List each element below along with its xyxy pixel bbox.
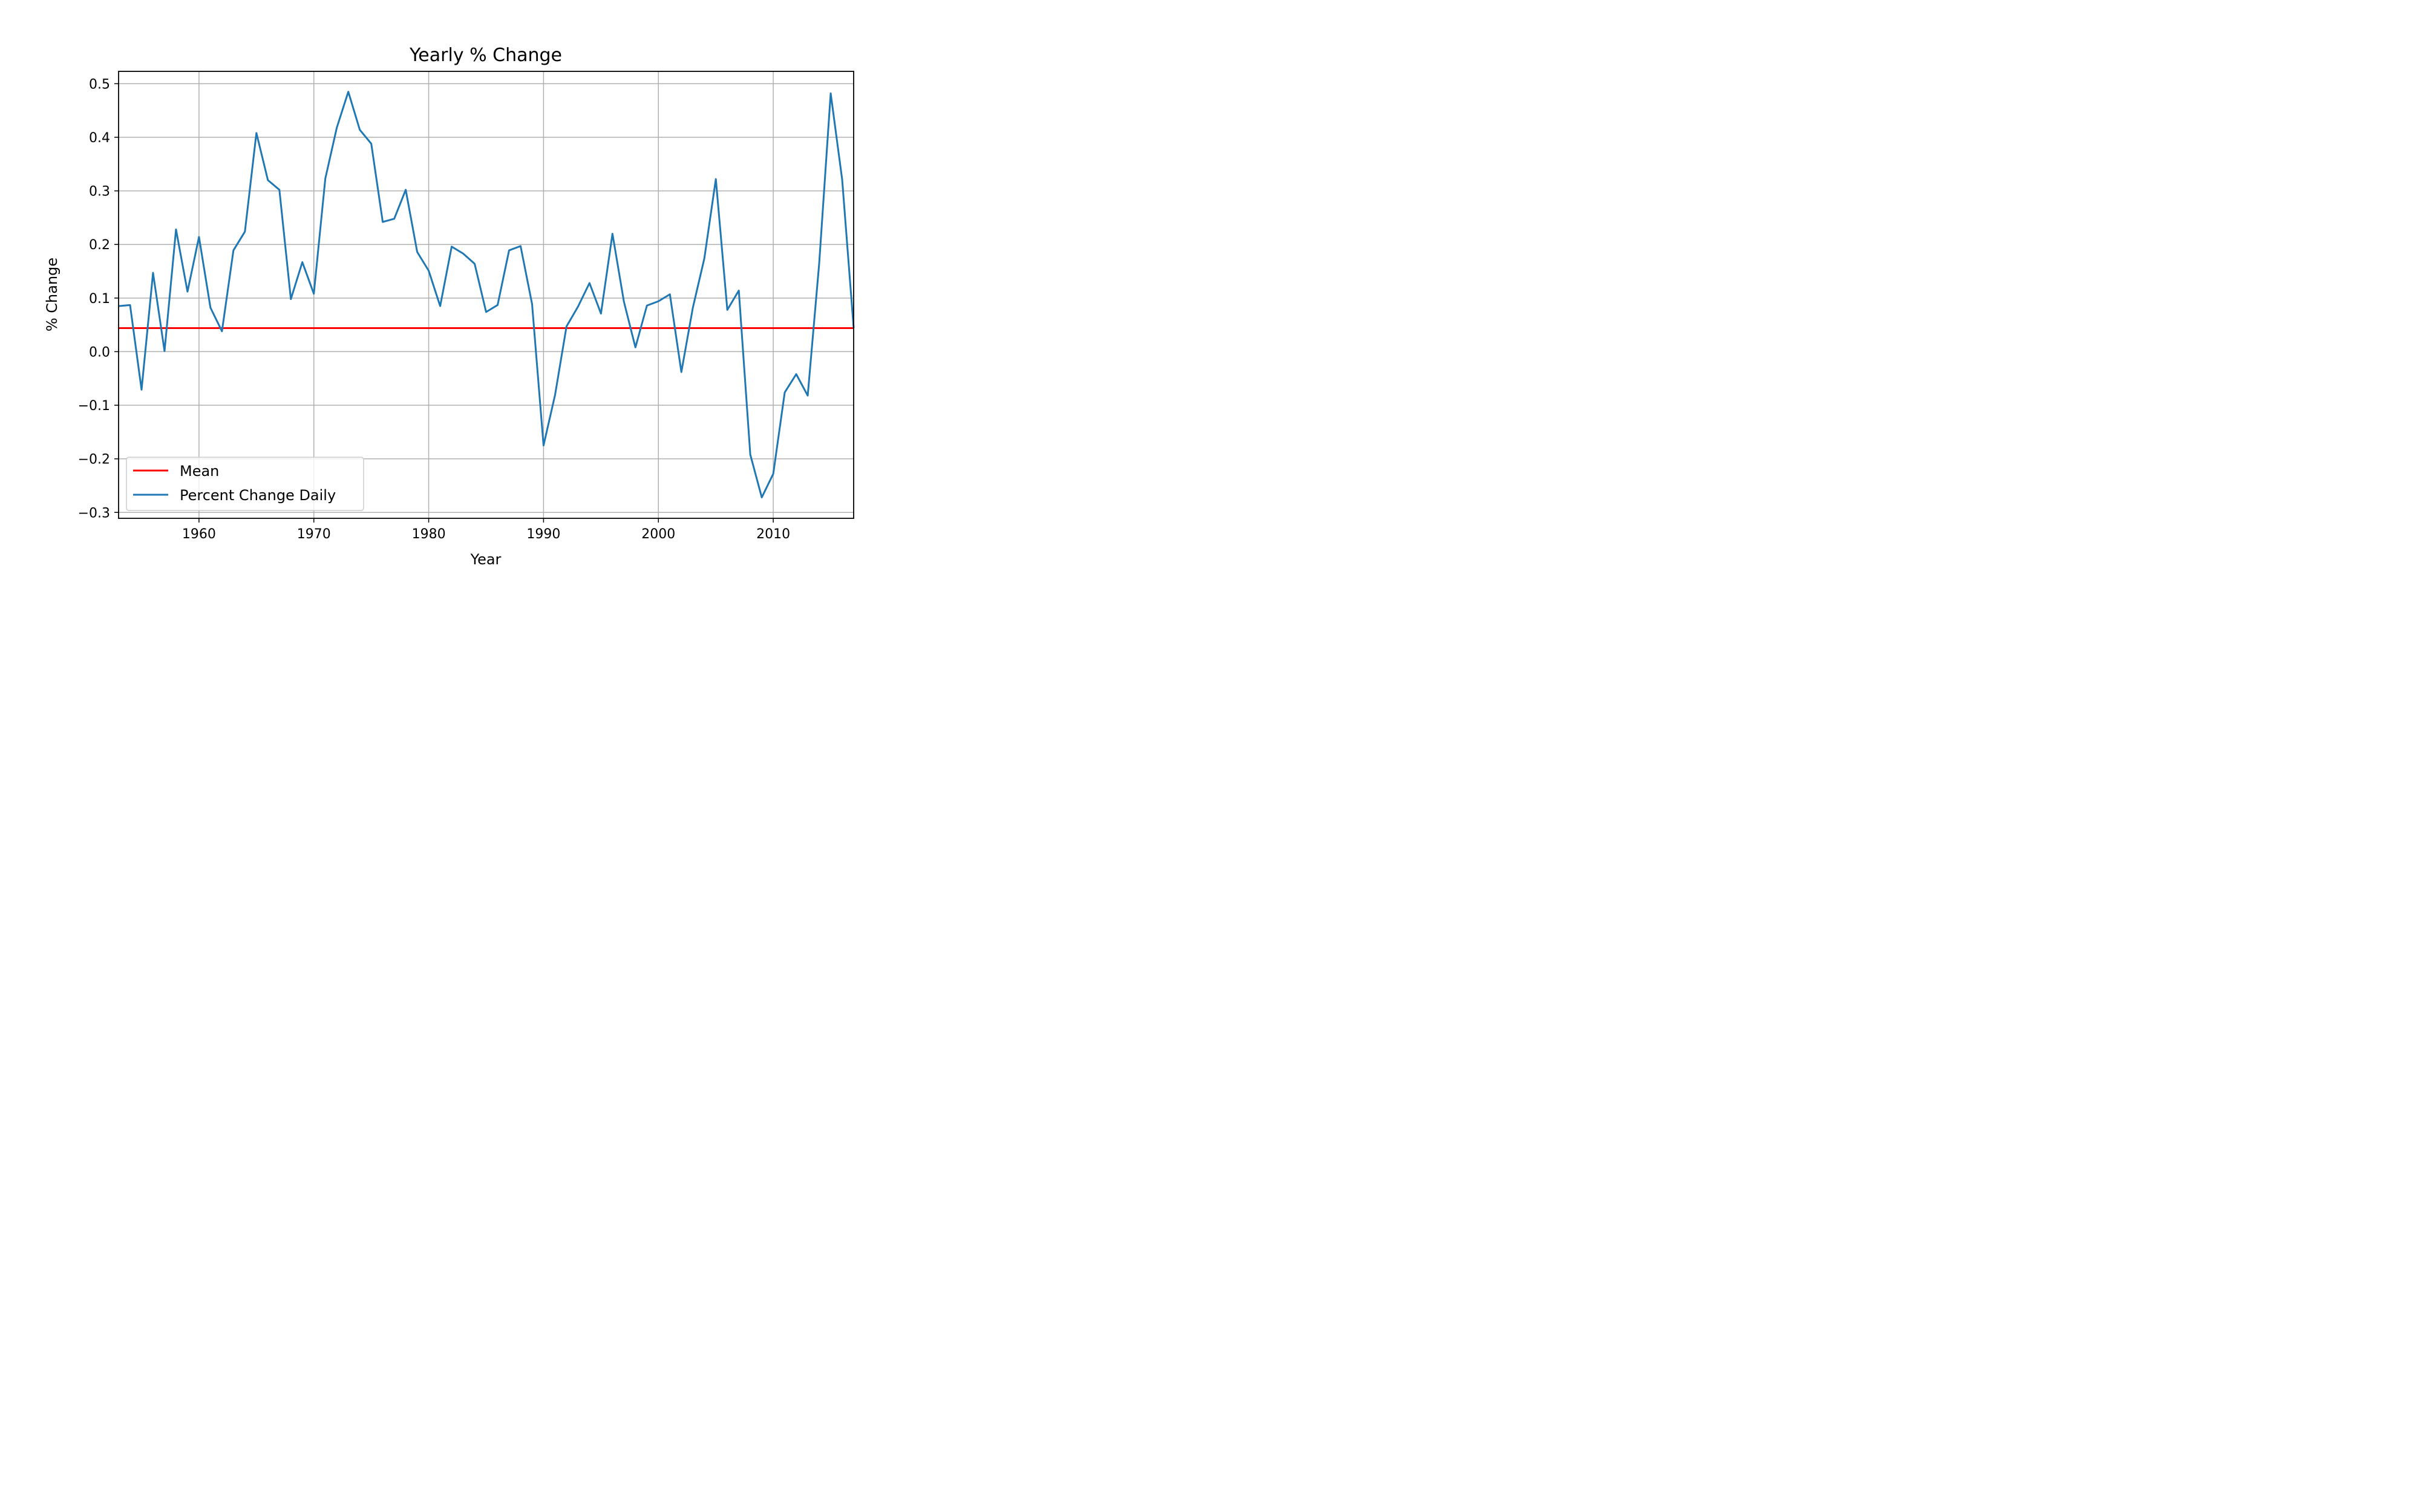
percent-change-daily-line — [118, 91, 855, 498]
line-chart: Yearly % Change 1960 1970 1980 1990 2000 2010… — [0, 0, 935, 584]
y-tick-label: −0.1 — [78, 399, 110, 414]
x-axis: 1960 1970 1980 1990 2000 2010 — [182, 518, 790, 542]
y-tick-label: 0.0 — [89, 345, 110, 360]
y-tick-label: −0.3 — [78, 506, 110, 521]
x-tick-label: 1990 — [526, 527, 560, 542]
legend-label-percent-change-daily: Percent Change Daily — [180, 487, 336, 504]
x-tick-label: 2010 — [756, 527, 790, 542]
y-axis: −0.3 −0.2 −0.1 0.0 0.1 0.2 0.3 0.4 0.5 — [78, 77, 119, 521]
x-tick-label: 2000 — [641, 527, 675, 542]
chart-title: Yearly % Change — [409, 45, 562, 66]
y-axis-label: % Change — [44, 258, 60, 331]
plot-frame — [118, 71, 854, 519]
y-tick-label: −0.2 — [78, 452, 110, 468]
y-tick-label: 0.4 — [89, 131, 110, 146]
y-tick-label: 0.2 — [89, 238, 110, 253]
plot-lines — [118, 91, 855, 498]
legend-box — [126, 457, 364, 511]
x-tick-label: 1960 — [182, 527, 216, 542]
y-tick-label: 0.3 — [89, 184, 110, 200]
y-tick-label: 0.1 — [89, 292, 110, 307]
x-axis-label: Year — [470, 551, 502, 568]
legend: Mean Percent Change Daily — [126, 457, 364, 511]
legend-label-mean: Mean — [180, 463, 219, 480]
x-tick-label: 1970 — [297, 527, 331, 542]
x-tick-label: 1980 — [412, 527, 446, 542]
y-tick-label: 0.5 — [89, 77, 110, 92]
